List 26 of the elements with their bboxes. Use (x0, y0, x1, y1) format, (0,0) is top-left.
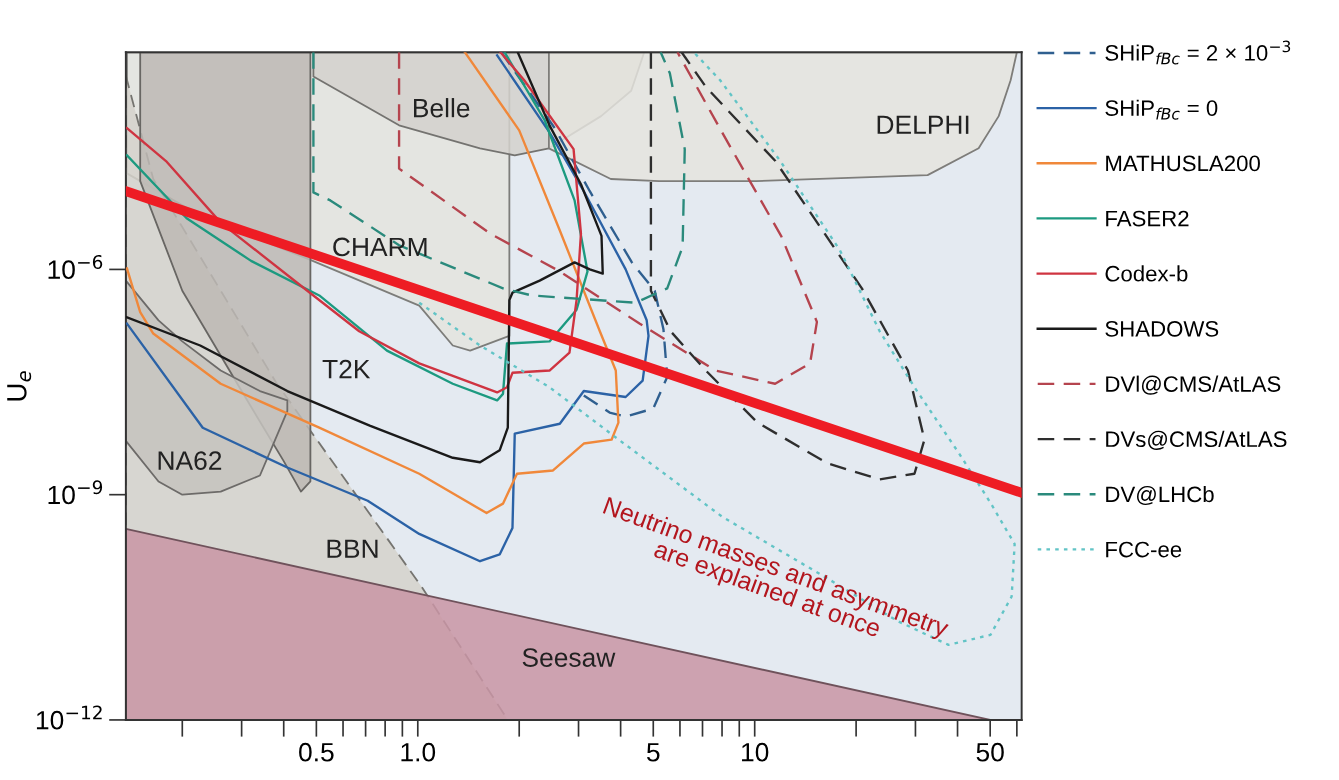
y-tick-label: 10$^{−12}$ (36, 705, 102, 730)
legend-label: DVl@CMS/AtLAS (1106, 375, 1281, 395)
legend-label: MATHUSLA200 (1106, 155, 1260, 172)
y-tick-label: 10$^{−9}$ (48, 480, 103, 505)
x-tick-label: 5 (646, 743, 660, 762)
annotation: CHARM (333, 237, 427, 257)
legend-label: FCC-ee (1106, 541, 1182, 558)
legend-label: DVs@CMS/AtLAS (1106, 430, 1287, 450)
x-tick-label: 0.5 (299, 742, 334, 762)
annotation: Seesaw (522, 648, 616, 667)
annotation: NA62 (158, 451, 222, 470)
annotation: Belle (414, 98, 470, 118)
legend-label: SHiP$_{fBc}$ = 2 × 10$^{−3}$ (1105, 40, 1291, 65)
annotation: BBN (327, 539, 378, 558)
x-tick-label: 10 (742, 742, 769, 762)
legend-label: Codex-b (1105, 265, 1188, 282)
y-axis-title: U$_{e}$ (7, 371, 32, 401)
y-tick-label: 10$^{−6}$ (48, 254, 103, 280)
annotation: DELPHI (877, 115, 969, 134)
annotation: T2K (322, 359, 371, 379)
legend-label: SHiP$_{fBc}$ = 0 (1105, 99, 1218, 120)
legend-label: FASER2 (1106, 210, 1189, 227)
legend-label: DV@LHCb (1106, 485, 1214, 506)
legend-label: SHADOWS (1105, 321, 1219, 337)
x-tick-label: 1.0 (401, 742, 436, 762)
x-tick-label: 50 (976, 742, 1004, 762)
